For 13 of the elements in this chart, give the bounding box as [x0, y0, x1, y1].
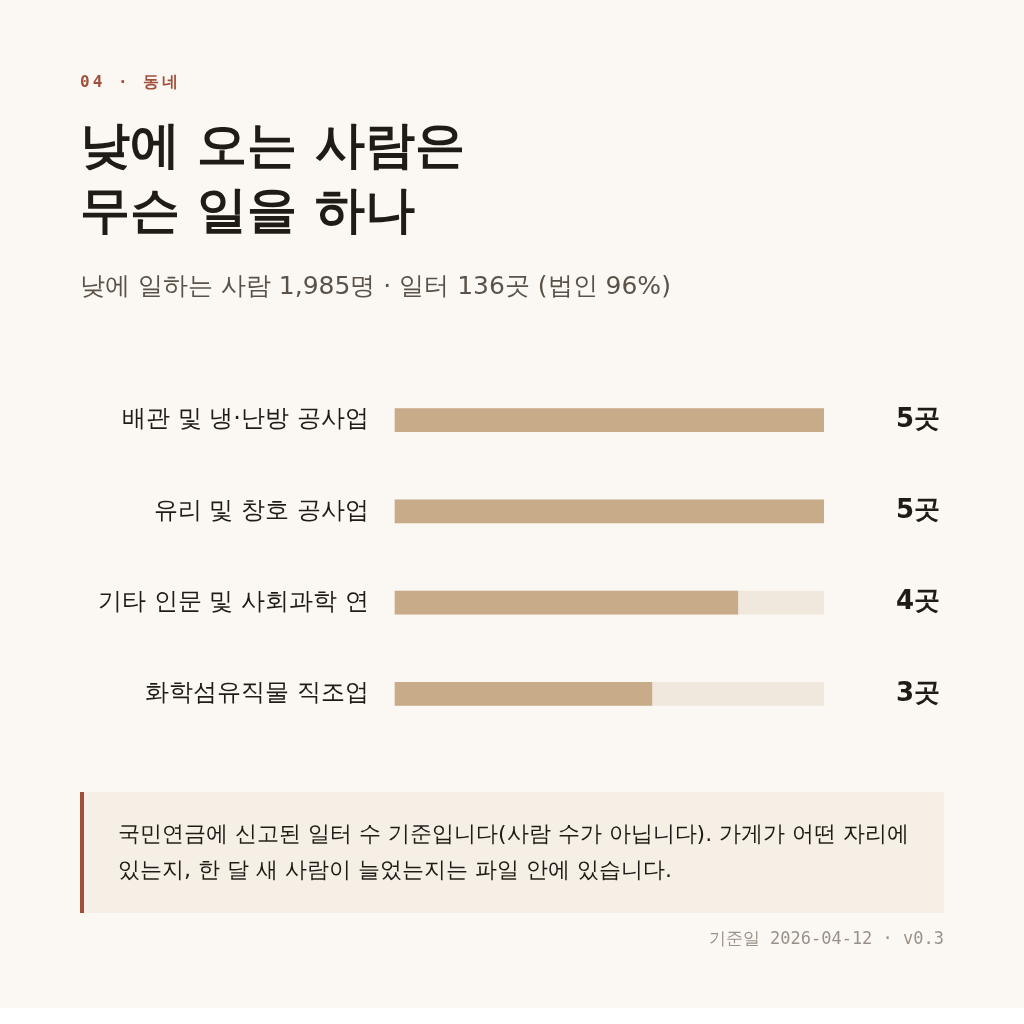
data-label: 3곳	[895, 676, 940, 707]
y-tick-label: 화학섬유직물 직조업	[144, 678, 369, 707]
text: 기준일 2026-04-12 · v0.3	[707, 926, 944, 950]
chart-subtitle: 낮에 일하는 사람 1,985명 · 일터 136곳 (법인 96%)	[80, 270, 672, 302]
data-label: 4곳	[895, 585, 940, 616]
data-label: 5곳	[895, 494, 940, 525]
y-tick-label: 배관 및 냉·난방 공사업	[122, 404, 369, 433]
chart-title: 낮에 오는 사람은 무슨 일을 하나	[80, 115, 466, 241]
text: 04 · 동네	[80, 72, 183, 93]
data-label: 5곳	[895, 402, 940, 433]
text: 국민연금에 신고된 일터 수 기준입니다(사람 수가 아닙니다). 가게가 어떤 자리에 있는지, 한 달 새 사람이 늘었는지는 파일 안에 있습니다.	[80, 792, 944, 913]
y-tick-label: 기타 인문 및 사회과학 연	[98, 586, 369, 615]
y-tick-label: 유리 및 창호 공사업	[153, 495, 369, 524]
